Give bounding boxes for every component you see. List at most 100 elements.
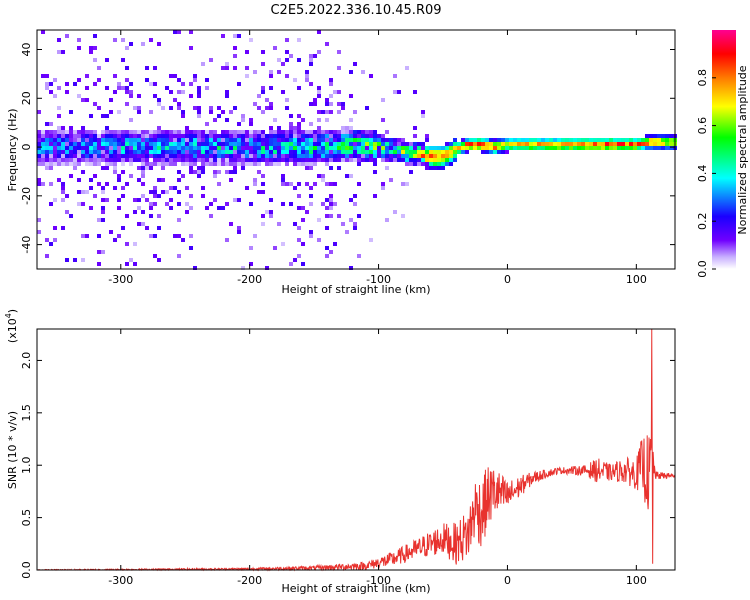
y-tick-label: 0.0	[20, 561, 33, 579]
heatmap-cell	[121, 146, 125, 150]
heatmap-cell	[113, 158, 117, 162]
heatmap-cell	[145, 142, 149, 146]
heatmap-cell	[49, 82, 53, 86]
heatmap-cell	[301, 118, 305, 122]
heatmap-cell	[401, 146, 405, 150]
heatmap-cell	[329, 150, 333, 154]
heatmap-cell	[89, 46, 93, 50]
heatmap-cell	[161, 138, 165, 142]
heatmap-cell	[73, 162, 77, 166]
heatmap-cell	[573, 146, 577, 150]
heatmap-cell	[133, 158, 137, 162]
heatmap-cell	[73, 142, 77, 146]
heatmap-cell	[277, 126, 281, 130]
heatmap-cell	[117, 234, 121, 238]
heatmap-cell	[269, 210, 273, 214]
heatmap-cell	[401, 154, 405, 158]
heatmap-cell	[281, 242, 285, 246]
heatmap-cell	[457, 150, 461, 154]
heatmap-cell	[293, 130, 297, 134]
heatmap-cell	[89, 50, 93, 54]
heatmap-cell	[329, 202, 333, 206]
heatmap-cell	[421, 154, 425, 158]
heatmap-cell	[53, 226, 57, 230]
heatmap-cell	[113, 170, 117, 174]
heatmap-cell	[337, 90, 341, 94]
heatmap-cell	[309, 54, 313, 58]
heatmap-cell	[141, 146, 145, 150]
heatmap-cell	[373, 134, 377, 138]
heatmap-cell	[129, 258, 133, 262]
heatmap-cell	[537, 142, 541, 146]
heatmap-cell	[57, 38, 61, 42]
heatmap-cell	[145, 162, 149, 166]
heatmap-cell	[37, 218, 41, 222]
y-tick-label: 1.5	[20, 404, 33, 422]
heatmap-cell	[661, 134, 665, 138]
heatmap-cell	[117, 198, 121, 202]
snr-plot-frame	[36, 328, 676, 571]
heatmap-cell	[333, 90, 337, 94]
heatmap-cell	[345, 130, 349, 134]
heatmap-cell	[97, 234, 101, 238]
heatmap-cell	[401, 214, 405, 218]
heatmap-cell	[233, 66, 237, 70]
heatmap-cell	[285, 158, 289, 162]
heatmap-cell	[181, 162, 185, 166]
spectrogram-x-axis: -300 -200 -100 0 100	[108, 30, 647, 286]
heatmap-cell	[505, 150, 509, 154]
heatmap-cell	[601, 142, 605, 146]
heatmap-cell	[273, 142, 277, 146]
heatmap-cell	[329, 250, 333, 254]
heatmap-cell	[649, 134, 653, 138]
y-tick-label: -40	[20, 236, 33, 254]
heatmap-cell	[349, 70, 353, 74]
heatmap-cell	[105, 114, 109, 118]
x-tick-label: 0	[504, 574, 511, 587]
heatmap-cell	[297, 154, 301, 158]
heatmap-cell	[225, 162, 229, 166]
heatmap-cell	[309, 158, 313, 162]
heatmap-cell	[129, 150, 133, 154]
heatmap-cell	[453, 154, 457, 158]
heatmap-cell	[601, 146, 605, 150]
heatmap-cell	[381, 158, 385, 162]
heatmap-cell	[257, 94, 261, 98]
heatmap-cell	[149, 154, 153, 158]
heatmap-cell	[117, 138, 121, 142]
heatmap-cell	[549, 142, 553, 146]
heatmap-cell	[229, 170, 233, 174]
colorbar-tick-label: 0.2	[696, 212, 709, 230]
heatmap-cell	[225, 142, 229, 146]
heatmap-cell	[125, 158, 129, 162]
heatmap-cell	[213, 170, 217, 174]
heatmap-cell	[185, 158, 189, 162]
heatmap-cell	[117, 130, 121, 134]
heatmap-cell	[177, 138, 181, 142]
heatmap-cell	[177, 154, 181, 158]
heatmap-cell	[393, 146, 397, 150]
heatmap-cell	[337, 50, 341, 54]
heatmap-cell	[325, 162, 329, 166]
snr-plot-bg	[37, 329, 675, 570]
heatmap-cell	[369, 134, 373, 138]
heatmap-cell	[337, 66, 341, 70]
heatmap-cell	[325, 134, 329, 138]
heatmap-cell	[381, 142, 385, 146]
heatmap-cell	[533, 138, 537, 142]
heatmap-cell	[161, 154, 165, 158]
heatmap-cell	[93, 82, 97, 86]
heatmap-cell	[105, 154, 109, 158]
heatmap-cell	[125, 242, 129, 246]
heatmap-cell	[309, 138, 313, 142]
heatmap-cell	[37, 182, 41, 186]
heatmap-cell	[613, 138, 617, 142]
heatmap-cell	[217, 206, 221, 210]
heatmap-cell	[193, 162, 197, 166]
heatmap-cell	[61, 154, 65, 158]
heatmap-cell	[225, 94, 229, 98]
heatmap-cell	[161, 166, 165, 170]
heatmap-cell	[121, 134, 125, 138]
heatmap-cell	[189, 234, 193, 238]
heatmap-cell	[125, 182, 129, 186]
